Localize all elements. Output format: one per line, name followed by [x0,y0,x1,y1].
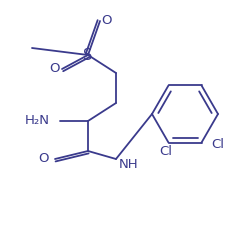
Text: Cl: Cl [159,145,172,158]
Text: O: O [39,152,49,165]
Text: Cl: Cl [212,138,225,151]
Text: O: O [102,15,112,27]
Text: S: S [83,48,93,63]
Text: NH: NH [119,158,139,170]
Text: O: O [50,63,60,76]
Text: H₂N: H₂N [25,115,50,128]
